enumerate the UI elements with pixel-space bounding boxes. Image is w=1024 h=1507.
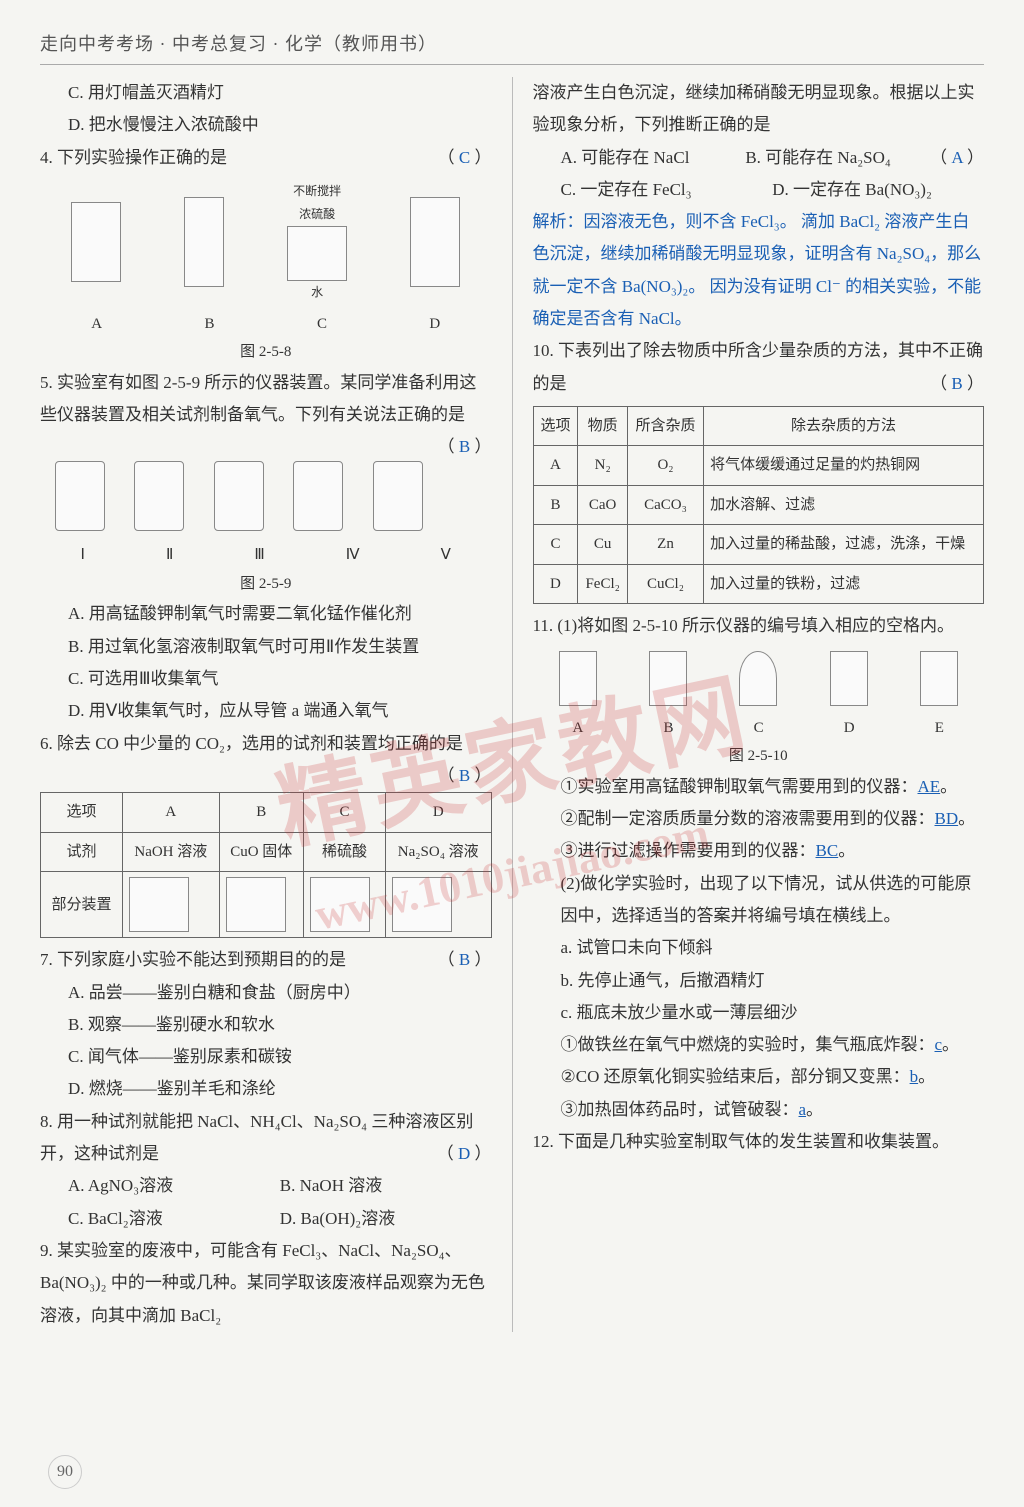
- q6-stem: 6. 除去 CO 中少量的 CO₂，选用的试剂和装置均正确的是 （ B ）: [40, 728, 492, 760]
- q11-case3-answer: a: [799, 1100, 807, 1119]
- q5-option-d: D. 用Ⅴ收集氧气时，应从导管 a 端通入氧气: [40, 695, 492, 727]
- q4-answer: C: [459, 148, 470, 167]
- q11-2-answer: BD: [935, 809, 959, 828]
- q6-answer: B: [459, 766, 470, 785]
- q9-cont: 溶液产生白色沉淀，继续加稀硝酸无明显现象。根据以上实验现象分析，下列推断正确的是: [533, 77, 985, 142]
- q8-option-d: D. Ba(OH)₂溶液: [280, 1203, 492, 1235]
- q9-option-d: D. 一定存在 Ba(NO₃)₂: [772, 174, 984, 206]
- fig2510-caption: 图 2-5-10: [533, 742, 985, 771]
- q8-option-a: A. AgNO₃溶液: [40, 1170, 280, 1202]
- q11-3: ③进行过滤操作需要用到的仪器：BC。: [533, 835, 985, 867]
- q9-option-b: B. 可能存在 Na₂SO₄: [745, 142, 930, 174]
- q11-2: ②配制一定溶质质量分数的溶液需要用到的仪器：BD。: [533, 803, 985, 835]
- q8-answer: D: [458, 1144, 470, 1163]
- q5-option-a: A. 用高锰酸钾制氧气时需要二氧化锰作催化剂: [40, 598, 492, 630]
- q8-option-b: B. NaOH 溶液: [280, 1170, 492, 1202]
- q11-case2: ②CO 还原氧化铜实验结束后，部分铜又变黑：b。: [533, 1061, 985, 1093]
- q8-stem: 8. 用一种试剂就能把 NaCl、NH₄Cl、Na₂SO₄ 三种溶液区别开，这种…: [40, 1106, 492, 1171]
- q12-stem: 12. 下面是几种实验室制取气体的发生装置和收集装置。: [533, 1126, 985, 1158]
- q10-answer: B: [951, 374, 962, 393]
- fig258-labels: A B C D: [40, 310, 492, 339]
- figure-2-5-10: [533, 651, 985, 706]
- q11-1: ①实验室用高锰酸钾制取氧气需要用到的仪器：AE。: [533, 771, 985, 803]
- q5-answer: B: [459, 437, 470, 456]
- figure-2-5-9: [40, 441, 438, 531]
- q11-1-answer: AE: [918, 777, 941, 796]
- q11-case1-answer: c: [935, 1035, 943, 1054]
- q5-option-c: C. 可选用Ⅲ收集氧气: [40, 663, 492, 695]
- device-a: [129, 877, 189, 932]
- device-b: [226, 877, 286, 932]
- q7-option-b: B. 观察——鉴别硬水和软水: [40, 1009, 492, 1041]
- q11-reason-b: b. 先停止通气，后撤酒精灯: [533, 965, 985, 997]
- q10-stem: 10. 下表列出了除去物质中所含少量杂质的方法，其中不正确的是 （ B ）: [533, 335, 985, 400]
- q9-stem: 9. 某实验室的废液中，可能含有 FeCl₃、NaCl、Na₂SO₄、Ba(NO…: [40, 1235, 492, 1332]
- left-column: C. 用灯帽盖灭酒精灯 D. 把水慢慢注入浓硫酸中 4. 下列实验操作正确的是 …: [40, 77, 492, 1332]
- figure-2-5-8: 不断搅拌 浓硫酸 水: [40, 182, 492, 302]
- q11-reason-c: c. 瓶底未放少量水或一薄层细沙: [533, 997, 985, 1029]
- q11-reason-a: a. 试管口未向下倾斜: [533, 932, 985, 964]
- page-header: 走向中考考场 · 中考总复习 · 化学（教师用书）: [40, 30, 984, 65]
- q11-3-answer: BC: [816, 841, 839, 860]
- fig259-caption: 图 2-5-9: [40, 570, 492, 599]
- fig2510-labels: A B C D E: [533, 714, 985, 743]
- q11-case1: ①做铁丝在氧气中燃烧的实验时，集气瓶底炸裂：c。: [533, 1029, 985, 1061]
- q7-option-c: C. 闻气体——鉴别尿素和碳铵: [40, 1041, 492, 1073]
- right-column: 溶液产生白色沉淀，继续加稀硝酸无明显现象。根据以上实验现象分析，下列推断正确的是…: [533, 77, 985, 1332]
- q5-option-b: B. 用过氧化氢溶液制取氧气时可用Ⅱ作发生装置: [40, 631, 492, 663]
- q11-case2-answer: b: [910, 1067, 919, 1086]
- q5-stem: 5. 实验室有如图 2-5-9 所示的仪器装置。某同学准备利用这些仪器装置及相关…: [40, 367, 492, 432]
- q6-table: 选项 A B C D 试剂 NaOH 溶液 CuO 固体 稀硫酸 Na₂SO₄ …: [40, 792, 492, 938]
- q9-explanation: 解析：因溶液无色，则不含 FeCl₃。 滴加 BaCl₂ 溶液产生白色沉淀，继续…: [533, 206, 985, 335]
- q11-case3: ③加热固体药品时，试管破裂：a。: [533, 1094, 985, 1126]
- q9-answer: A: [951, 148, 962, 167]
- q3-option-c: C. 用灯帽盖灭酒精灯: [40, 77, 492, 109]
- device-d: [392, 877, 452, 932]
- fig259-labels: Ⅰ Ⅱ Ⅲ Ⅳ Ⅴ: [40, 541, 492, 570]
- fig258-caption: 图 2-5-8: [40, 338, 492, 367]
- q7-stem: 7. 下列家庭小实验不能达到预期目的的是 （ B ）: [40, 944, 492, 976]
- q9-option-c: C. 一定存在 FeCl₃: [533, 174, 773, 206]
- q11-stem: 11. (1)将如图 2-5-10 所示仪器的编号填入相应的空格内。: [533, 610, 985, 642]
- q7-option-d: D. 燃烧——鉴别羊毛和涤纶: [40, 1073, 492, 1105]
- q8-option-c: C. BaCl₂溶液: [40, 1203, 280, 1235]
- q9-option-a: A. 可能存在 NaCl: [533, 142, 746, 174]
- q7-option-a: A. 品尝——鉴别白糖和食盐（厨房中）: [40, 977, 492, 1009]
- column-divider: [512, 77, 513, 1332]
- q3-option-d: D. 把水慢慢注入浓硫酸中: [40, 109, 492, 141]
- device-c: [310, 877, 370, 932]
- q11-part2: (2)做化学实验时，出现了以下情况，试从供选的可能原因中，选择适当的答案并将编号…: [533, 868, 985, 933]
- q10-table: 选项 物质 所含杂质 除去杂质的方法 A N₂ O₂ 将气体缓缓通过足量的灼热铜…: [533, 406, 985, 605]
- q4-stem: 4. 下列实验操作正确的是 （ C ）: [40, 142, 492, 174]
- q7-answer: B: [459, 950, 470, 969]
- page-number: 90: [48, 1455, 82, 1489]
